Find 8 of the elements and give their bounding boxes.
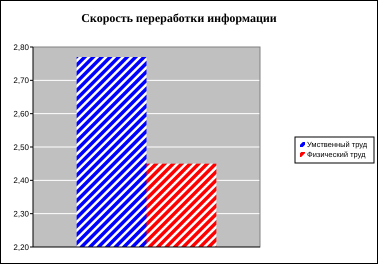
y-tick-label: 2,80 [13,42,30,52]
y-tick-label: 2,70 [13,76,30,86]
chart-title: Скорость переработки информации [81,11,277,25]
y-tick-label: 2,50 [13,142,30,152]
y-tick-label: 2,20 [13,242,30,252]
y-tick-label: 2,40 [13,176,30,186]
y-tick-label: 2,60 [13,109,30,118]
y-tick-label: 2,30 [13,209,30,218]
